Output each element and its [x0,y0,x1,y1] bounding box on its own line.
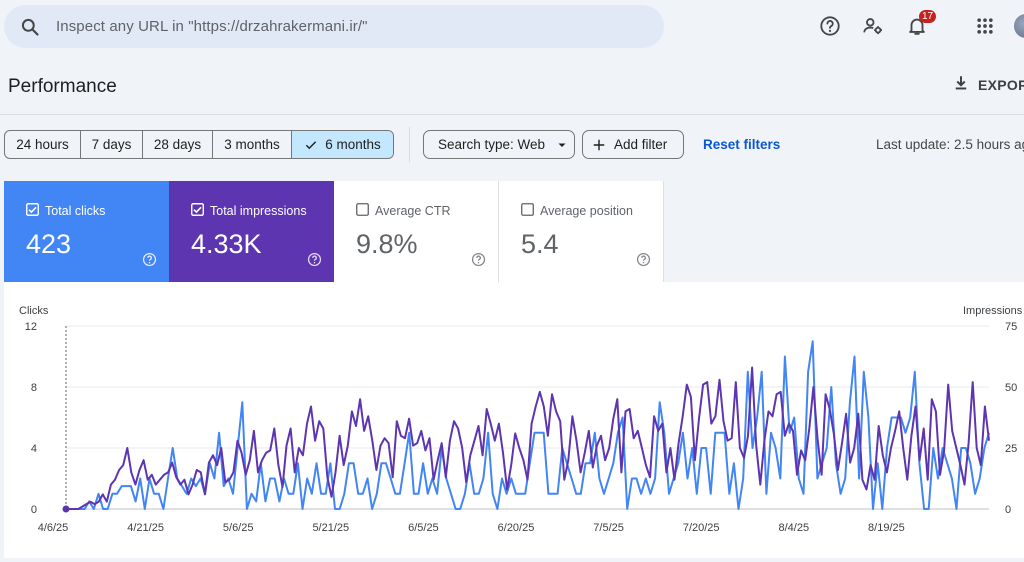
checkbox-unchecked-icon[interactable] [356,203,369,219]
metric-value: 4.33K [191,229,262,259]
help-icon[interactable] [812,8,848,44]
y-tick-right: 75 [1005,321,1017,333]
range-7-days[interactable]: 7 days [81,131,143,158]
metric-label: Total clicks [45,204,106,218]
metric-card-total-clicks[interactable]: Total clicks 423 [4,181,169,282]
y-axis-left-title: Clicks [19,305,49,317]
notifications-icon[interactable]: 17 [899,8,937,44]
url-inspection-search[interactable]: Inspect any URL in "https://drzahrakerma… [4,5,664,48]
y-tick-left: 4 [31,443,37,455]
last-update-text: Last update: 2.5 hours ago [876,137,1024,152]
y-tick-right: 50 [1005,382,1017,394]
y-axis-right-title: Impressions [963,305,1023,317]
impressions-series-line [66,366,990,510]
range-6-months[interactable]: 6 months [292,131,393,158]
y-tick-right: 25 [1005,443,1017,455]
reset-filters-link[interactable]: Reset filters [703,137,781,152]
help-circle-icon[interactable] [471,252,486,272]
search-type-dropdown[interactable]: Search type: Web [423,130,575,159]
manage-users-icon[interactable] [855,8,891,44]
date-range-selector: 24 hours 7 days 28 days 3 months 6 month… [4,130,394,159]
x-tick-label: 7/5/25 [593,522,624,534]
y-tick-left: 12 [25,321,37,333]
page-title: Performance [8,76,117,97]
x-tick-label: 7/20/25 [683,522,720,534]
apps-grid-icon[interactable] [967,8,1003,44]
search-icon [4,17,56,37]
notification-badge: 17 [919,10,937,23]
export-label: EXPORT [978,76,1024,93]
y-tick-left: 8 [31,382,37,394]
metric-value: 5.4 [521,229,559,259]
check-icon [304,138,318,152]
y-tick-right: 0 [1005,504,1011,516]
metric-label: Total impressions [210,204,307,218]
header-divider [0,114,1024,115]
help-circle-icon[interactable] [636,252,651,272]
search-type-label: Search type: Web [438,137,546,152]
checkbox-checked-icon[interactable] [191,203,204,219]
plus-icon [592,138,606,152]
checkbox-checked-icon[interactable] [26,203,39,219]
toolbar-separator [409,127,410,162]
performance-chart-panel: Clicks Impressions 0 4 8 12 0 25 50 75 4/6/25 4/21/… [4,282,1024,558]
x-tick-label: 4/6/25 [38,522,69,534]
hover-point-marker [62,505,70,513]
x-tick-label: 5/21/25 [312,522,349,534]
x-tick-label: 8/4/25 [779,522,810,534]
help-circle-icon[interactable] [307,252,322,272]
performance-chart[interactable]: Clicks Impressions 0 4 8 12 0 25 50 75 4/6/25 4/21/… [4,282,1024,558]
download-icon [952,74,970,95]
metric-card-total-impressions[interactable]: Total impressions 4.33K [169,181,334,282]
range-3-months[interactable]: 3 months [213,131,292,158]
metric-card-average-position[interactable]: Average position 5.4 [499,181,664,282]
avatar[interactable] [1014,14,1024,38]
x-tick-label: 6/5/25 [408,522,439,534]
metric-label: Average position [540,204,633,218]
metric-value: 9.8% [356,229,418,259]
x-tick-label: 5/6/25 [223,522,254,534]
metric-card-average-ctr[interactable]: Average CTR 9.8% [334,181,499,282]
help-circle-icon[interactable] [142,252,157,272]
dropdown-arrow-icon [557,140,567,150]
x-tick-label: 8/19/25 [868,522,905,534]
search-placeholder[interactable]: Inspect any URL in "https://drzahrakerma… [56,18,368,35]
x-tick-label: 4/21/25 [127,522,164,534]
x-tick-label: 6/20/25 [498,522,535,534]
y-tick-left: 0 [31,504,37,516]
clicks-series-line [66,340,990,510]
add-filter-label: Add filter [614,137,668,152]
metric-value: 423 [26,229,72,259]
export-button[interactable]: EXPORT [952,74,1024,95]
add-filter-button[interactable]: Add filter [582,130,684,159]
range-24-hours[interactable]: 24 hours [5,131,81,158]
checkbox-unchecked-icon[interactable] [521,203,534,219]
metric-label: Average CTR [375,204,451,218]
range-28-days[interactable]: 28 days [143,131,213,158]
